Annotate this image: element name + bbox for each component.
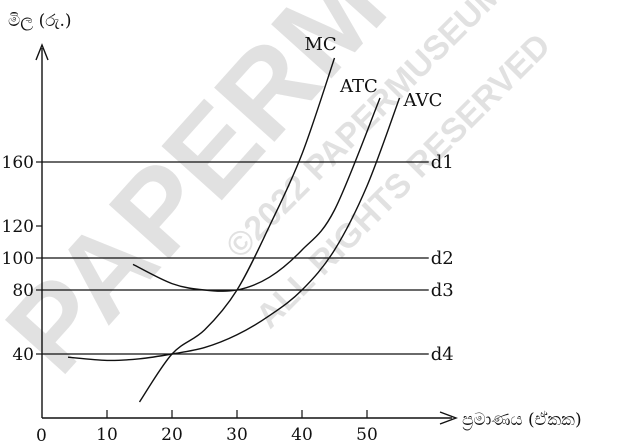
x-tick-label: 30	[226, 425, 248, 445]
y-tick-label: 80	[12, 281, 34, 301]
y-axis-label: මිල (රු.)	[8, 11, 71, 31]
watermark: PAPERMUSEUM ©2022 PAPERMUSEUM ALL RIGHTS…	[0, 0, 629, 397]
x-tick-label: 40	[291, 425, 313, 445]
demand-lines: d1 d2 d3 d4	[42, 152, 454, 365]
demand-line-label-d4: d4	[431, 344, 454, 365]
x-tick-label: 10	[96, 425, 118, 445]
curve-label-mc: MC	[305, 34, 337, 55]
demand-line-label-d1: d1	[431, 152, 454, 173]
curve-atc	[132, 97, 381, 292]
origin-label: 0	[36, 426, 47, 446]
demand-line-label-d2: d2	[431, 248, 454, 269]
y-tick-label: 120	[2, 217, 34, 237]
y-tick-label: 40	[12, 345, 34, 365]
curve-label-atc: ATC	[339, 76, 378, 97]
x-tick-label: 20	[161, 425, 183, 445]
y-tick-label: 160	[2, 153, 34, 173]
x-axis-label: ප්‍රමාණය (ඒකක)	[462, 410, 582, 430]
x-axis-arrow	[439, 411, 458, 425]
y-tick-label: 100	[2, 249, 34, 269]
y-axis-arrow	[35, 43, 49, 61]
demand-line-label-d3: d3	[431, 280, 454, 301]
axis-ticks: 10 20 30 40 50 40 80 100 120 160	[2, 153, 378, 445]
curve-label-avc: AVC	[403, 90, 443, 111]
x-tick-label: 50	[356, 425, 378, 445]
curve-avc	[67, 97, 401, 362]
